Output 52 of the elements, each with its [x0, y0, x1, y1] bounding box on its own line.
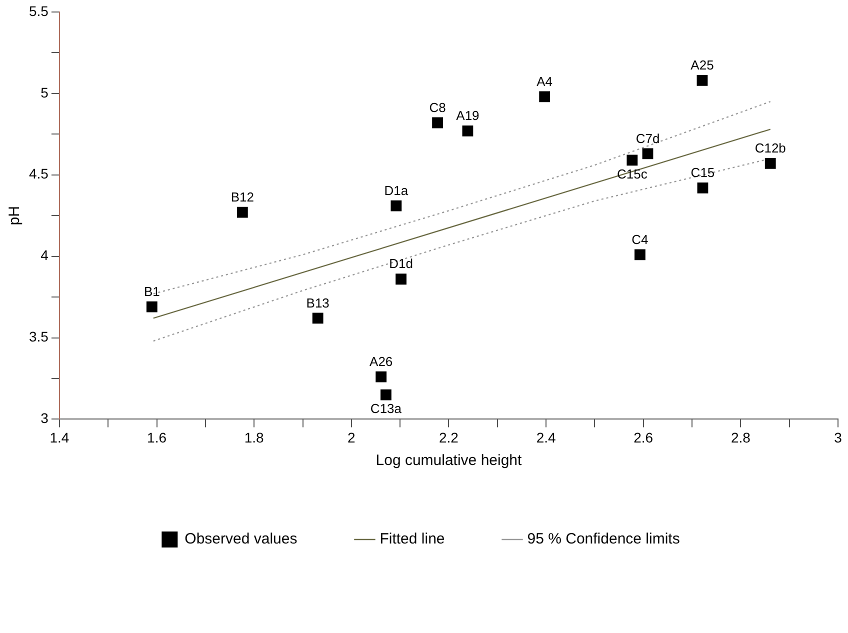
x-tick-label: 2.4: [536, 429, 556, 446]
annotation: B12: [230, 189, 254, 204]
legend-label: 95 % Confidence limits: [527, 530, 680, 548]
annotation: A19: [456, 108, 480, 123]
legend-label: Fitted line: [380, 530, 445, 548]
point: [626, 154, 638, 166]
point: [539, 91, 550, 102]
annotation: C15c: [616, 166, 648, 182]
point: [312, 312, 324, 324]
y-tick-label: 5.5: [28, 2, 49, 19]
point: [380, 389, 392, 400]
annotation: D1a: [384, 182, 409, 198]
y-tick-label: 5: [40, 84, 49, 100]
point: [696, 74, 708, 86]
y-axis-title: pH: [6, 206, 24, 226]
x-tick-label: 1.8: [244, 429, 264, 446]
annotation: C12b: [754, 140, 786, 156]
point: [764, 158, 776, 169]
annotation: A4: [536, 74, 553, 89]
point: [432, 117, 443, 128]
annotation: C7d: [636, 130, 660, 146]
point: [236, 206, 248, 218]
x-axis-title: Log cumulative height: [376, 452, 523, 470]
point: [642, 148, 654, 160]
y-tick-label: 3.5: [28, 328, 49, 345]
annotation: A25: [690, 57, 714, 72]
point: [146, 301, 158, 312]
annotation: A26: [370, 354, 393, 369]
annotation: C13a: [370, 400, 402, 416]
x-tick-label: 2.6: [634, 429, 654, 446]
annotation: B1: [144, 284, 160, 299]
point: [396, 274, 406, 285]
point: [634, 249, 646, 260]
point: [376, 371, 387, 382]
annotation: C8: [429, 100, 446, 115]
y-tick-label: 3: [40, 410, 49, 426]
y-tick-label: 4: [40, 247, 49, 264]
x-tick-label: 1.4: [50, 429, 70, 446]
x-tick-label: 1.6: [147, 429, 167, 446]
annotation: B13: [306, 295, 330, 310]
annotation: C15: [690, 164, 715, 180]
x-tick-label: 2.8: [730, 429, 751, 446]
x-tick-label: 3: [834, 429, 842, 446]
y-tick-label: 4.5: [28, 166, 49, 182]
point: [697, 182, 708, 194]
x-tick-label: 2.2: [438, 429, 459, 446]
point: [390, 200, 402, 212]
annotation: D1d: [389, 256, 413, 272]
x-tick-label: 2: [348, 429, 356, 446]
point: [462, 125, 474, 136]
legend-label: Observed values: [184, 530, 298, 548]
annotation: C4: [632, 232, 648, 247]
